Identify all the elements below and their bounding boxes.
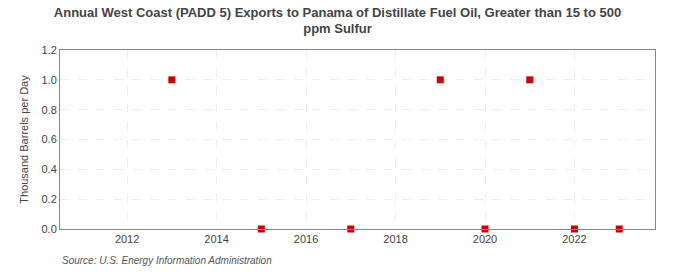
svg-text:2022: 2022	[562, 233, 586, 245]
svg-text:2012: 2012	[115, 233, 139, 245]
svg-text:Source: U.S. Energy Informatio: Source: U.S. Energy Information Administ…	[62, 255, 272, 266]
svg-text:2018: 2018	[383, 233, 407, 245]
svg-text:Thousand Barrels per Day: Thousand Barrels per Day	[18, 75, 30, 204]
svg-text:0.0: 0.0	[42, 223, 57, 235]
svg-text:1.0: 1.0	[42, 74, 57, 86]
svg-text:2016: 2016	[294, 233, 318, 245]
svg-text:0.6: 0.6	[42, 133, 57, 145]
svg-text:0.2: 0.2	[42, 193, 57, 205]
svg-text:0.4: 0.4	[42, 163, 57, 175]
svg-text:2014: 2014	[204, 233, 228, 245]
svg-text:0.8: 0.8	[42, 104, 57, 116]
svg-text:Annual West Coast (PADD 5) Exp: Annual West Coast (PADD 5) Exports to Pa…	[54, 5, 621, 37]
svg-text:2020: 2020	[473, 233, 497, 245]
svg-text:1.2: 1.2	[42, 44, 57, 56]
